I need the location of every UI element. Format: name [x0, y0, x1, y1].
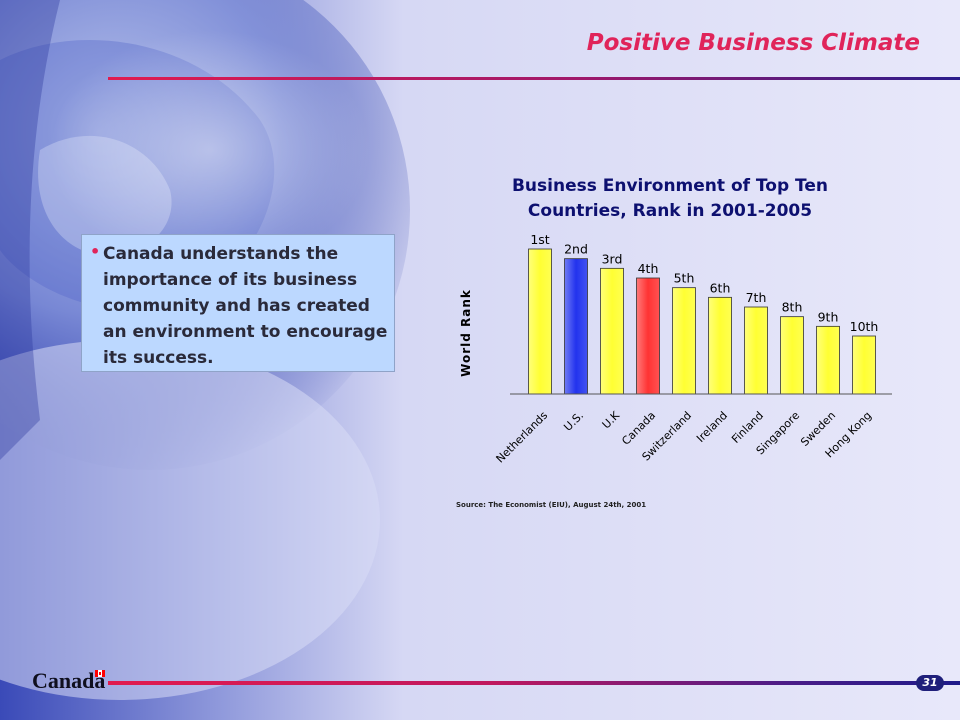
bar-u-k — [600, 267, 624, 395]
chart-data-labels: 1st 2nd 3rd 4th 5th 6th 7th 8th 9th 10th — [530, 232, 878, 334]
bar-data-label: 2nd — [564, 242, 588, 257]
bar-data-label: 1st — [530, 232, 549, 247]
category-label: U.S. — [561, 409, 586, 434]
bar-data-label: 9th — [818, 309, 839, 324]
category-label: Netherlands — [494, 409, 551, 466]
canada-flag-icon — [95, 670, 105, 677]
category-label: Ireland — [694, 409, 730, 445]
canada-wordmark: Canada — [32, 668, 106, 693]
bullet-text: Canada understands the importance of its… — [103, 244, 388, 368]
chart-title-line: Countries, Rank in 2001-2005 — [528, 201, 812, 221]
category-label: U.K — [600, 408, 623, 431]
page-number-badge: 31 — [916, 675, 944, 691]
bar-data-label: 4th — [638, 261, 659, 276]
chart-bars — [528, 248, 876, 395]
bar-data-label: 5th — [674, 271, 695, 286]
bar-ireland — [708, 296, 732, 395]
slide-title: Positive Business Climate — [586, 30, 920, 56]
bar-hong-kong — [852, 335, 876, 395]
chart-title-line: Business Environment of Top Ten — [512, 176, 828, 196]
bar-data-label: 8th — [782, 300, 803, 315]
chart-title: Business Environment of Top Ten Countries… — [512, 176, 828, 221]
bullet-box: • Canada understands the importance of i… — [81, 234, 395, 372]
bar-u-s — [564, 258, 588, 395]
bar-data-label: 10th — [850, 319, 879, 334]
bar-singapore — [780, 316, 804, 395]
footer-rule — [108, 681, 960, 685]
bar-sweden — [816, 325, 840, 395]
bar-netherlands — [528, 248, 552, 395]
bar-switzerland — [672, 287, 696, 395]
bar-canada — [636, 277, 660, 395]
chart-source-note: Source: The Economist (EIU), August 24th… — [456, 501, 646, 509]
y-axis-label: World Rank — [459, 289, 473, 377]
bar-data-label: 7th — [746, 290, 767, 305]
bar-data-label: 6th — [710, 280, 731, 295]
bar-finland — [744, 306, 768, 395]
rank-bar-chart: Business Environment of Top Ten Countries… — [456, 176, 892, 509]
title-underline — [108, 77, 960, 80]
bullet-dot-icon: • — [90, 242, 101, 261]
bar-data-label: 3rd — [602, 251, 623, 266]
